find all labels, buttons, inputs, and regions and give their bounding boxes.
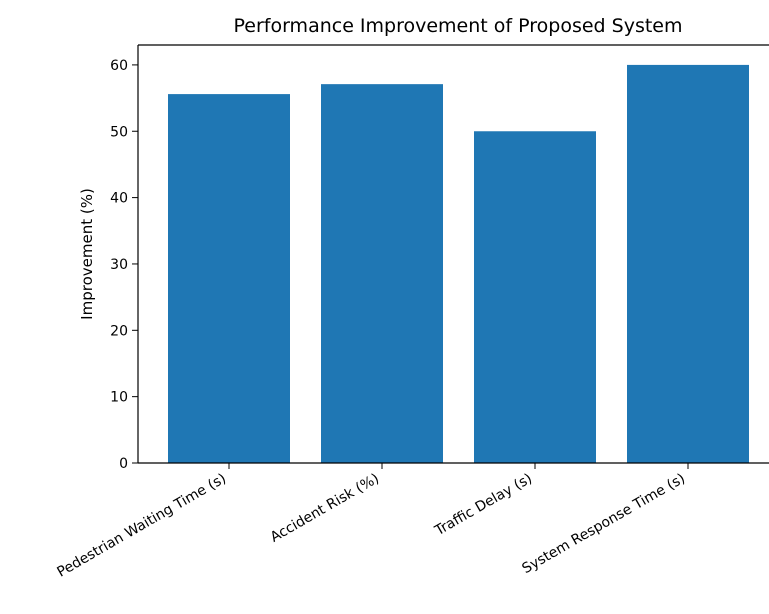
- y-axis-ticks: 0 10 20 30 40 50 60: [110, 58, 138, 472]
- y-tick-label-3: 30: [110, 257, 128, 273]
- axes-frame: [137, 44, 769, 464]
- bar-0: [168, 94, 290, 463]
- x-axis-ticks: Pedestrian Waiting Time (s) Accident Risk…: [54, 463, 689, 581]
- x-tick-label-1: Accident Risk (%): [268, 471, 382, 546]
- bar-3: [627, 64, 749, 464]
- bars-group: [168, 64, 749, 464]
- chart-title: Performance Improvement of Proposed Syst…: [233, 15, 682, 37]
- y-tick-label-0: 0: [119, 456, 128, 472]
- y-tick-label-2: 20: [110, 323, 128, 339]
- y-tick-label-1: 10: [110, 390, 128, 406]
- x-tick-label-0: Pedestrian Waiting Time (s): [54, 471, 229, 581]
- x-tick-label-3: System Response Time (s): [520, 471, 688, 577]
- x-tick-label-2: Traffic Delay (s): [431, 471, 535, 540]
- bar-2: [474, 131, 596, 463]
- y-tick-label-4: 40: [110, 191, 128, 207]
- y-tick-label-5: 50: [110, 124, 128, 140]
- y-tick-label-6: 60: [110, 58, 128, 74]
- bar-1: [321, 84, 443, 464]
- y-axis-label: Improvement (%): [78, 188, 96, 320]
